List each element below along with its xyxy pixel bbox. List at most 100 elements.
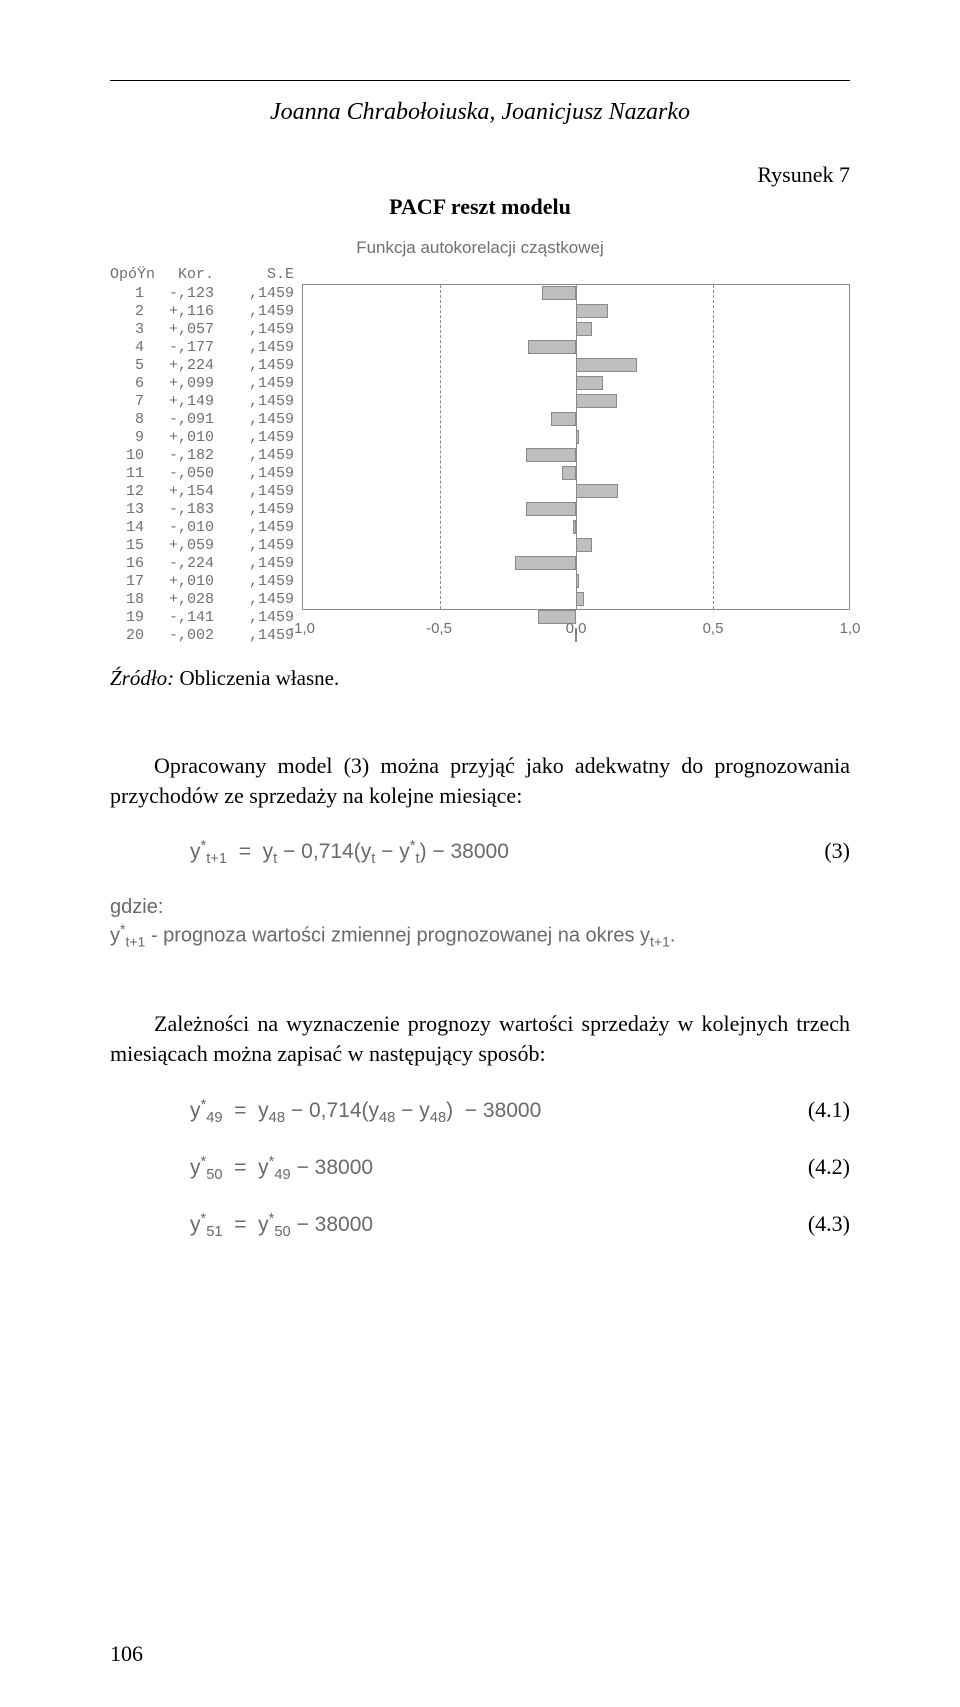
cell-se: ,1459 bbox=[214, 375, 294, 392]
pacf-bar-row bbox=[303, 537, 849, 553]
pacf-data-row: 6 +,099 ,1459 bbox=[110, 374, 294, 392]
cell-kor: -,177 bbox=[144, 339, 214, 356]
cell-lag: 14 bbox=[110, 519, 144, 536]
pacf-bar-row bbox=[303, 465, 849, 481]
equation-4-2-number: (4.2) bbox=[780, 1154, 850, 1180]
where-label: gdzie: bbox=[110, 896, 850, 919]
cell-kor: -,010 bbox=[144, 519, 214, 536]
pacf-data-row: 17 +,010 ,1459 bbox=[110, 572, 294, 590]
pacf-bar-row bbox=[303, 519, 849, 535]
cell-kor: -,182 bbox=[144, 447, 214, 464]
pacf-data-row: 19 -,141 ,1459 bbox=[110, 608, 294, 626]
pacf-bar bbox=[576, 322, 592, 336]
pacf-bar bbox=[576, 538, 592, 552]
pacf-bar bbox=[576, 484, 618, 498]
pacf-bar-row bbox=[303, 375, 849, 391]
pacf-bar-row bbox=[303, 357, 849, 373]
cell-kor: +,116 bbox=[144, 303, 214, 320]
cell-se: ,1459 bbox=[214, 537, 294, 554]
x-tick-label: 0,5 bbox=[703, 620, 724, 637]
cell-kor: -,141 bbox=[144, 609, 214, 626]
source-label: Źródło: bbox=[110, 666, 174, 690]
pacf-bar bbox=[576, 592, 584, 606]
cell-kor: -,123 bbox=[144, 285, 214, 302]
where-description: y*t+1 - prognoza wartości zmiennej progn… bbox=[110, 921, 850, 950]
cell-kor: +,154 bbox=[144, 483, 214, 500]
pacf-chart: OpóŸn Kor. S.E 1 -,123 ,14592 +,116 ,145… bbox=[110, 266, 850, 644]
cell-se: ,1459 bbox=[214, 447, 294, 464]
cell-kor: -,002 bbox=[144, 627, 214, 644]
cell-se: ,1459 bbox=[214, 591, 294, 608]
pacf-bar-row bbox=[303, 429, 849, 445]
cell-se: ,1459 bbox=[214, 393, 294, 410]
pacf-bar bbox=[576, 376, 603, 390]
paragraph-1: Opracowany model (3) można przyjąć jako … bbox=[110, 751, 850, 810]
cell-se: ,1459 bbox=[214, 303, 294, 320]
x-tick-label: -0,5 bbox=[426, 620, 452, 637]
pacf-bar-row bbox=[303, 339, 849, 355]
pacf-data-row: 12 +,154 ,1459 bbox=[110, 482, 294, 500]
cell-kor: +,149 bbox=[144, 393, 214, 410]
cell-se: ,1459 bbox=[214, 483, 294, 500]
cell-kor: +,010 bbox=[144, 429, 214, 446]
pacf-data-row: 4 -,177 ,1459 bbox=[110, 338, 294, 356]
pacf-bar bbox=[515, 556, 576, 570]
cell-kor: -,224 bbox=[144, 555, 214, 572]
cell-lag: 4 bbox=[110, 339, 144, 356]
pacf-bar bbox=[576, 304, 608, 318]
pacf-bar-row bbox=[303, 573, 849, 589]
cell-kor: +,010 bbox=[144, 573, 214, 590]
pacf-bar-row bbox=[303, 591, 849, 607]
pacf-data-row: 8 -,091 ,1459 bbox=[110, 410, 294, 428]
pacf-data-table: OpóŸn Kor. S.E 1 -,123 ,14592 +,116 ,145… bbox=[110, 266, 302, 644]
cell-kor: +,028 bbox=[144, 591, 214, 608]
pacf-bar-row bbox=[303, 303, 849, 319]
cell-lag: 9 bbox=[110, 429, 144, 446]
cell-se: ,1459 bbox=[214, 357, 294, 374]
pacf-data-row: 5 +,224 ,1459 bbox=[110, 356, 294, 374]
cell-se: ,1459 bbox=[214, 465, 294, 482]
pacf-bar-row bbox=[303, 411, 849, 427]
pacf-bar bbox=[528, 340, 576, 354]
cell-se: ,1459 bbox=[214, 429, 294, 446]
cell-lag: 3 bbox=[110, 321, 144, 338]
cell-se: ,1459 bbox=[214, 411, 294, 428]
cell-kor: +,059 bbox=[144, 537, 214, 554]
pacf-bar bbox=[542, 286, 576, 300]
cell-lag: 12 bbox=[110, 483, 144, 500]
equation-3: y*t+1 = yt − 0,714(yt − y*t) − 38000 (3) bbox=[110, 838, 850, 867]
pacf-data-row: 13 -,183 ,1459 bbox=[110, 500, 294, 518]
pacf-bar bbox=[562, 466, 576, 480]
source-text: Obliczenia własne. bbox=[174, 666, 339, 690]
pacf-bar bbox=[576, 574, 579, 588]
pacf-bar-row bbox=[303, 393, 849, 409]
pacf-plot-area bbox=[302, 284, 850, 610]
pacf-bar bbox=[526, 502, 576, 516]
cell-lag: 20 bbox=[110, 627, 144, 644]
cell-lag: 11 bbox=[110, 465, 144, 482]
cell-lag: 1 bbox=[110, 285, 144, 302]
cell-kor: -,050 bbox=[144, 465, 214, 482]
pacf-data-row: 11 -,050 ,1459 bbox=[110, 464, 294, 482]
pacf-bar bbox=[576, 358, 637, 372]
cell-lag: 6 bbox=[110, 375, 144, 392]
cell-se: ,1459 bbox=[214, 501, 294, 518]
cell-lag: 19 bbox=[110, 609, 144, 626]
paragraph-2: Zależności na wyznaczenie prognozy warto… bbox=[110, 1009, 850, 1068]
cell-lag: 7 bbox=[110, 393, 144, 410]
x-tick-label: -1,0 bbox=[289, 620, 315, 637]
cell-se: ,1459 bbox=[214, 519, 294, 536]
equation-4-1-number: (4.1) bbox=[780, 1097, 850, 1123]
equation-4-2: y*50 = y*49 − 38000 (4.2) bbox=[110, 1154, 850, 1183]
cell-kor: +,224 bbox=[144, 357, 214, 374]
pacf-bar bbox=[573, 520, 576, 534]
cell-lag: 18 bbox=[110, 591, 144, 608]
cell-kor: +,057 bbox=[144, 321, 214, 338]
cell-se: ,1459 bbox=[214, 285, 294, 302]
pacf-bar-row bbox=[303, 321, 849, 337]
cell-lag: 8 bbox=[110, 411, 144, 428]
equation-3-number: (3) bbox=[780, 838, 850, 864]
pacf-data-row: 2 +,116 ,1459 bbox=[110, 302, 294, 320]
x-tick-label: 1,0 bbox=[840, 620, 861, 637]
pacf-data-row: 18 +,028 ,1459 bbox=[110, 590, 294, 608]
